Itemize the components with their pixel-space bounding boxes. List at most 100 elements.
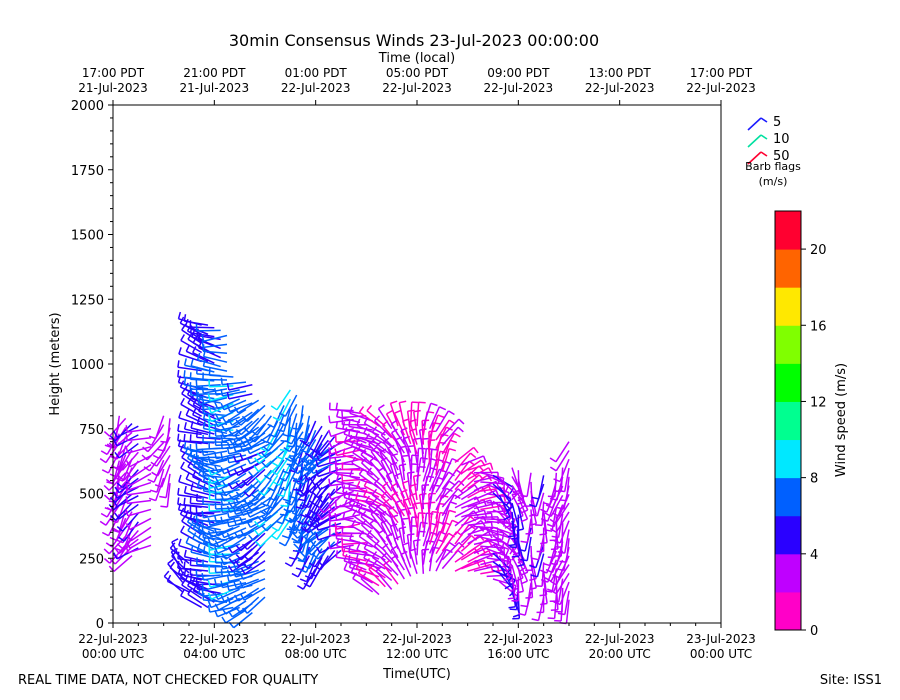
wind-barb <box>428 414 439 438</box>
wind-barb <box>167 580 190 593</box>
wind-barb <box>537 536 545 560</box>
wind-barb <box>368 568 386 588</box>
wind-barb-feather <box>256 452 263 459</box>
wind-barb-feather <box>207 580 211 588</box>
wind-barb-feather <box>355 492 359 500</box>
wind-barb-feather <box>348 545 351 553</box>
wind-barb <box>250 514 272 529</box>
wind-barb <box>118 442 139 459</box>
wind-barb-feather <box>207 605 211 613</box>
wind-barb <box>196 398 221 404</box>
wind-barb-feather <box>116 482 124 489</box>
wind-barb <box>428 511 433 536</box>
wind-barb <box>242 441 266 453</box>
wind-barb <box>380 434 399 454</box>
wind-barb-feather <box>248 470 254 478</box>
wind-barb <box>530 573 534 598</box>
wind-barb <box>298 466 317 485</box>
wind-barb <box>309 448 329 465</box>
wind-barb-feather <box>242 562 249 569</box>
wind-barb-feather <box>202 359 206 367</box>
wind-barb-feather <box>207 530 212 538</box>
wind-barb-feather <box>557 489 565 493</box>
wind-barb-feather <box>226 510 230 518</box>
wind-barb-feather <box>542 501 551 506</box>
wind-barb-feather <box>227 501 234 509</box>
wind-barb-feather <box>387 506 395 511</box>
wind-barb <box>301 475 317 497</box>
wind-barb-feather <box>202 546 206 554</box>
wind-barb <box>342 491 367 499</box>
wind-barb-feather <box>334 448 338 456</box>
colorbar-segment <box>775 591 801 631</box>
wind-barb-feather <box>234 559 240 567</box>
colorbar-segment <box>775 439 801 479</box>
wind-barb-feather <box>250 493 258 500</box>
wind-barb-feather <box>99 520 107 526</box>
wind-barb <box>441 510 450 534</box>
wind-barb-feather <box>114 547 120 554</box>
wind-barb-feather <box>195 366 199 374</box>
wind-barb <box>273 405 285 428</box>
top-tick-label: 22-Jul-2023 <box>585 81 655 95</box>
wind-barb-feather <box>183 370 186 378</box>
wind-barb-feather <box>234 434 240 442</box>
wind-barb <box>233 484 253 501</box>
wind-barb-feather <box>371 488 378 496</box>
wind-barb-feather <box>394 409 402 414</box>
wind-barb-feather <box>271 526 279 532</box>
wind-barb <box>215 552 240 559</box>
wind-barb <box>400 430 412 453</box>
colorbar-segment <box>775 401 801 441</box>
wind-barb-feather <box>304 575 312 580</box>
wind-barb <box>267 432 285 452</box>
wind-barb-feather <box>187 524 193 531</box>
wind-barb-feather <box>177 369 180 378</box>
wind-barb-feather <box>296 584 304 590</box>
wind-barb-feather <box>233 563 238 571</box>
legend-label: 10 <box>773 132 790 147</box>
wind-barb-feather <box>363 479 369 487</box>
wind-barb-feather <box>482 455 487 463</box>
wind-barb-feather <box>197 460 202 468</box>
wind-barb <box>409 421 418 445</box>
wind-barb-feather <box>198 404 203 412</box>
wind-barb <box>555 572 570 595</box>
wind-barb <box>492 543 512 561</box>
wind-barb <box>187 593 209 609</box>
wind-barb-feather <box>103 494 111 501</box>
wind-barb-feather <box>297 539 304 546</box>
wind-barb <box>454 496 477 509</box>
wind-barb <box>211 589 234 600</box>
wind-barb <box>377 470 393 492</box>
wind-barb <box>118 477 139 494</box>
wind-barb-feather <box>382 420 389 426</box>
wind-barb-feather <box>520 604 528 608</box>
wind-barb-feather <box>309 520 315 528</box>
wind-barb-feather <box>240 529 245 537</box>
wind-barb <box>461 455 484 466</box>
wind-barb-feather <box>439 406 447 411</box>
wind-barb <box>312 439 329 460</box>
wind-barb-feather <box>207 543 211 551</box>
wind-barb <box>259 529 279 548</box>
wind-barb <box>217 525 240 537</box>
wind-barb-feather <box>530 574 538 578</box>
wind-barb <box>181 520 203 536</box>
wind-barb-feather <box>243 427 250 434</box>
wind-barb <box>409 517 413 542</box>
wind-barb-feather <box>520 518 528 523</box>
wind-barb-feather <box>183 568 187 577</box>
wind-barb-feather <box>103 557 111 564</box>
wind-barb <box>302 530 323 547</box>
wind-barb <box>352 577 374 593</box>
wind-barb <box>121 512 139 532</box>
wind-barb-feather <box>221 416 227 423</box>
wind-barb-feather <box>356 542 361 551</box>
wind-barb-feather <box>518 612 526 616</box>
wind-barb <box>435 426 447 450</box>
wind-barb-feather <box>371 551 378 558</box>
wind-barb-feather <box>544 512 552 518</box>
wind-barb-feather <box>504 524 512 529</box>
